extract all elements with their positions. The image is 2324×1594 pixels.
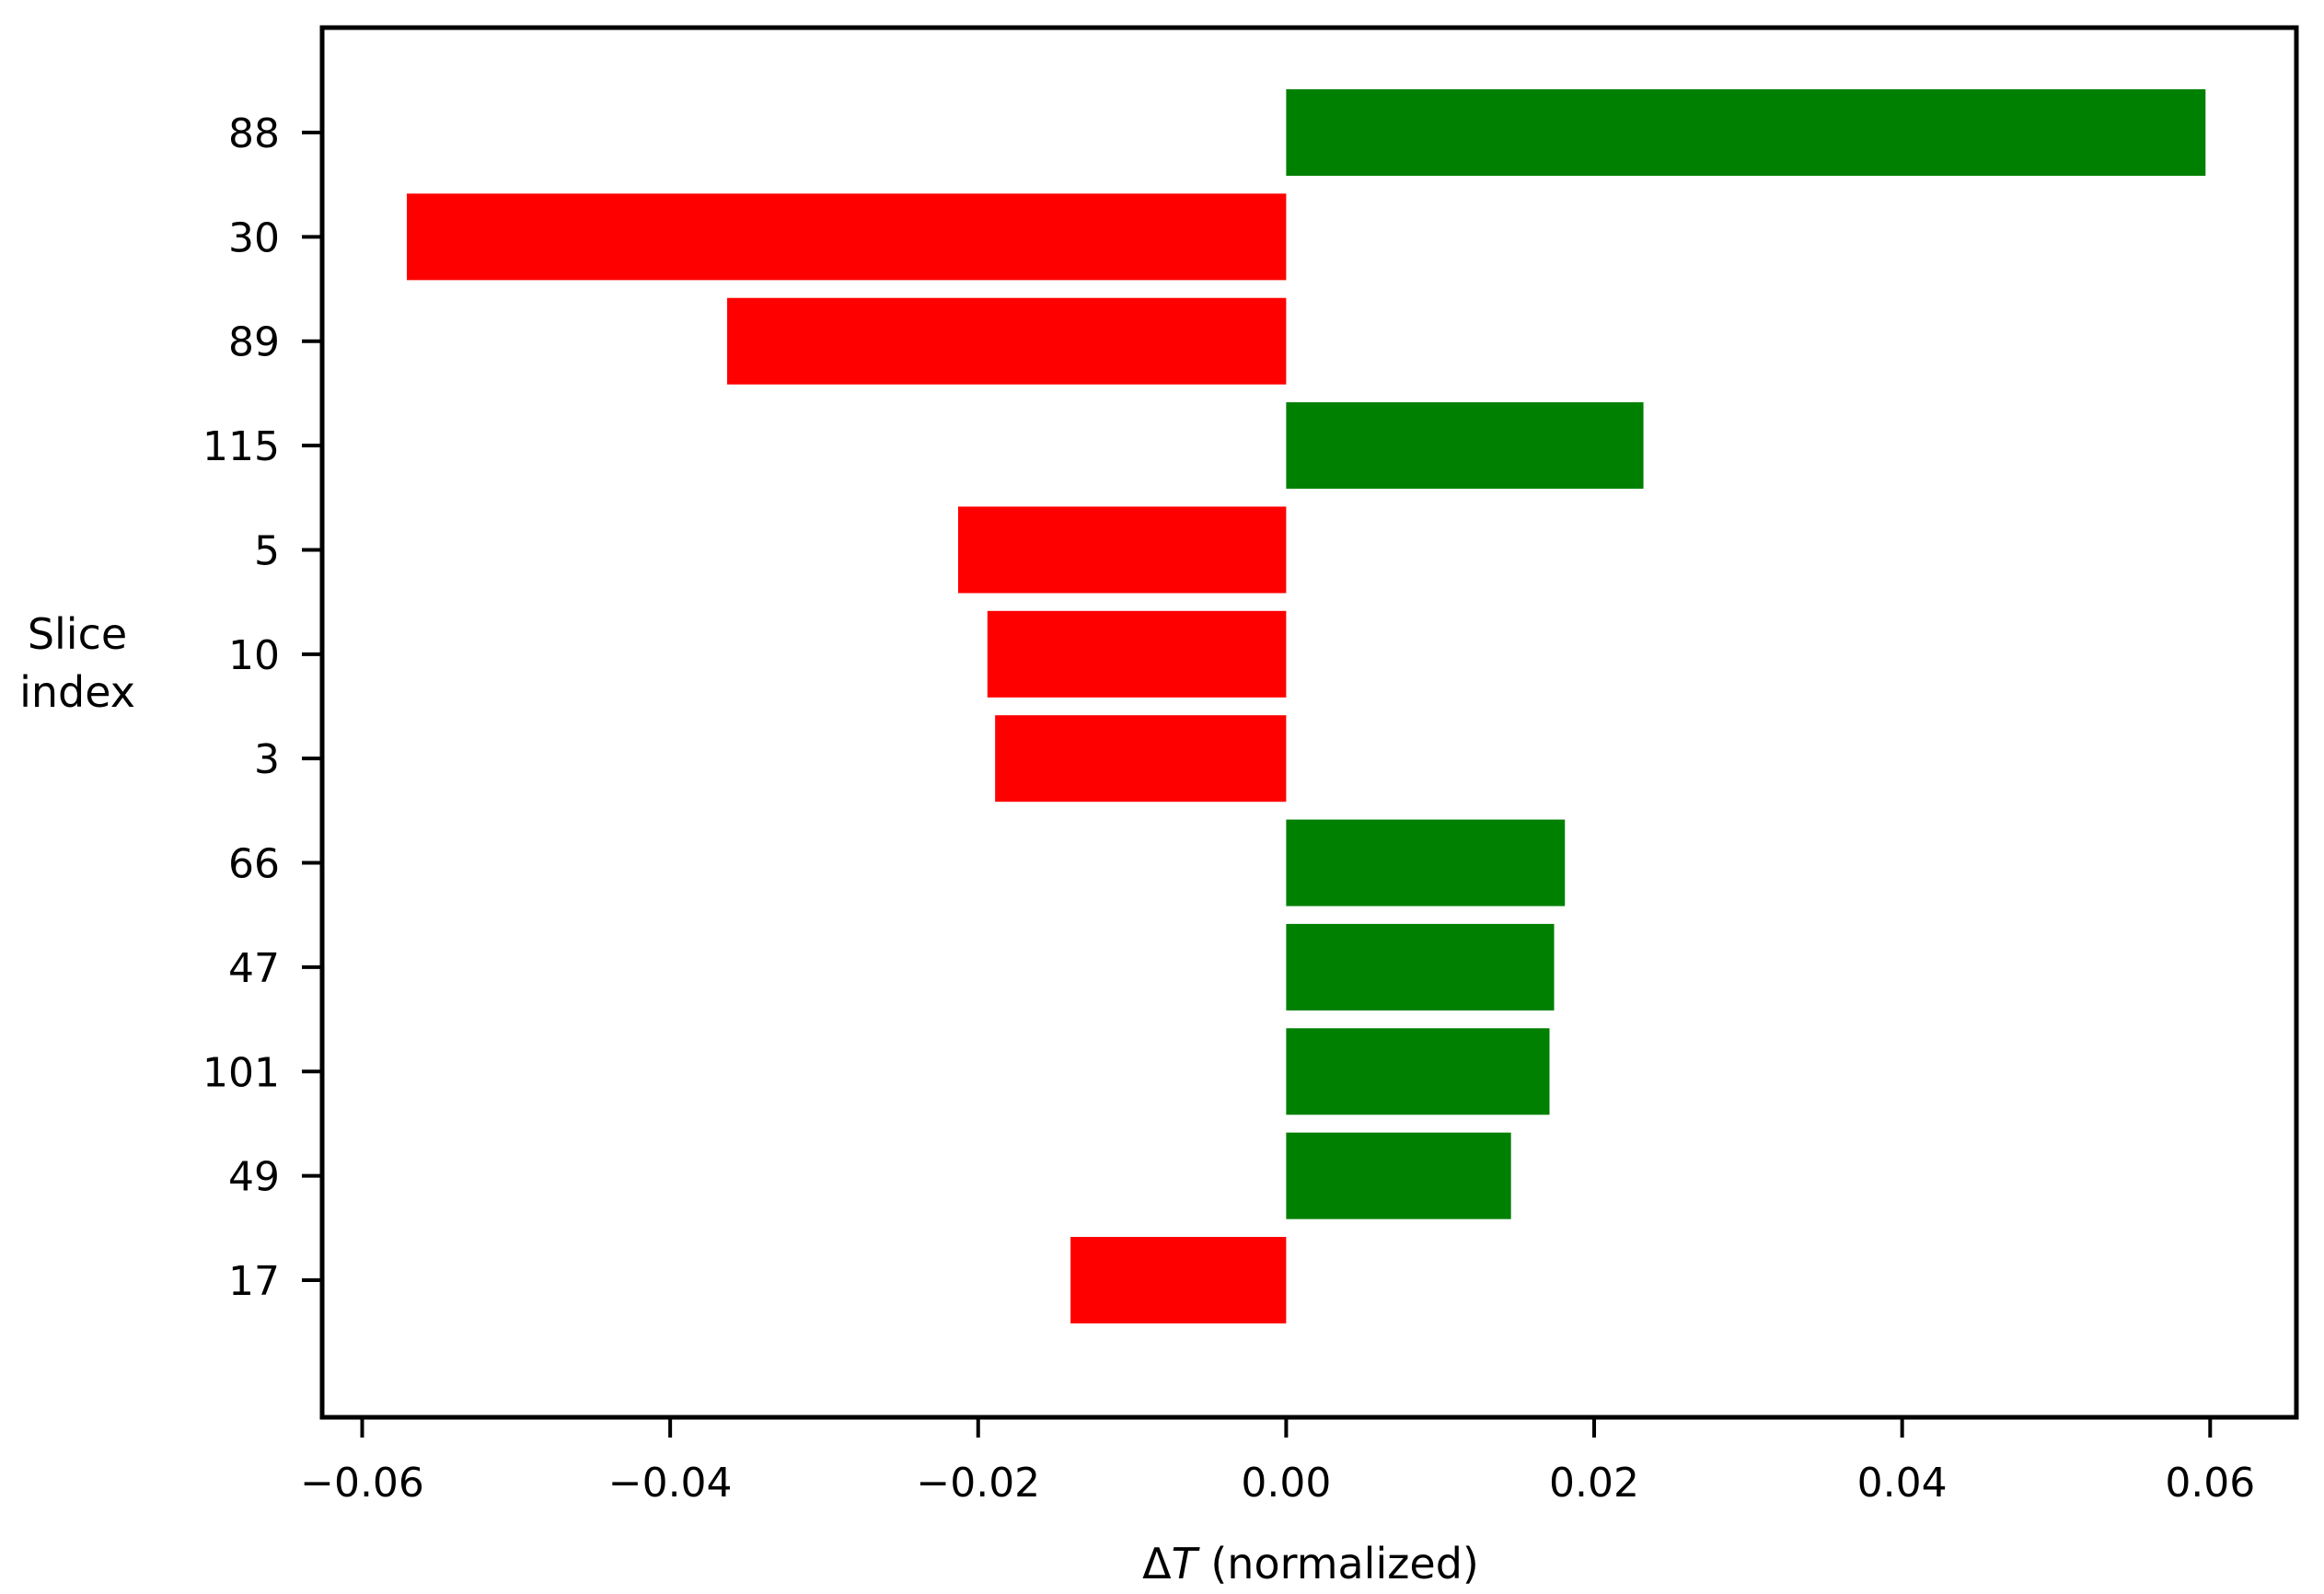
x-tick-label: 0.02 [1549, 1460, 1639, 1507]
bar-slice-115 [1286, 402, 1644, 490]
x-tick-label: −0.02 [916, 1460, 1040, 1507]
x-tick-label: 0.06 [2165, 1460, 2255, 1507]
bar-slice-66 [1286, 819, 1566, 907]
y-axis-label-line-2: index [19, 667, 135, 717]
x-axis-label-units: (normalized) [1197, 1539, 1479, 1588]
x-axis-ticks: −0.06 −0.04 −0.02 0.00 0.02 0.04 0.06 [300, 1417, 2255, 1507]
bar-slice-30 [407, 193, 1287, 281]
bars-group [407, 89, 2206, 1323]
y-tick-label: 101 [202, 1049, 280, 1096]
y-axis-ticks: 88 30 89 115 5 10 3 66 47 101 49 17 [202, 110, 322, 1305]
y-tick-label: 66 [228, 841, 280, 888]
y-tick-label: 10 [228, 632, 280, 679]
y-tick-label: 49 [228, 1154, 280, 1201]
plot-frame [319, 25, 2299, 1420]
x-axis-label-variable: T [1172, 1539, 1201, 1588]
x-tick-label: −0.06 [300, 1460, 424, 1507]
y-axis-label-line-1: Slice [28, 609, 127, 659]
y-tick-label: 5 [254, 527, 280, 574]
bar-slice-47 [1286, 923, 1555, 1011]
bar-slice-3 [995, 715, 1287, 803]
x-axis-label-delta: Δ [1142, 1539, 1172, 1588]
bar-slice-101 [1286, 1028, 1550, 1115]
bar-slice-49 [1286, 1132, 1511, 1219]
x-tick-label: 0.00 [1241, 1460, 1331, 1507]
x-axis-label: ΔT (normalized) [1142, 1539, 1479, 1588]
y-tick-label: 89 [228, 319, 280, 366]
y-tick-label: 3 [254, 736, 280, 783]
x-tick-label: −0.04 [608, 1460, 733, 1507]
bar-slice-88 [1286, 89, 2206, 176]
bar-slice-89 [727, 297, 1287, 385]
y-tick-label: 17 [228, 1258, 280, 1305]
bar-slice-10 [987, 610, 1287, 698]
y-tick-label: 47 [228, 945, 280, 992]
x-tick-label: 0.04 [1857, 1460, 1948, 1507]
bar-slice-5 [958, 506, 1287, 594]
y-tick-label: 88 [228, 110, 280, 157]
y-tick-label: 30 [228, 214, 280, 261]
bar-slice-17 [1070, 1237, 1287, 1323]
y-tick-label: 115 [202, 423, 280, 470]
